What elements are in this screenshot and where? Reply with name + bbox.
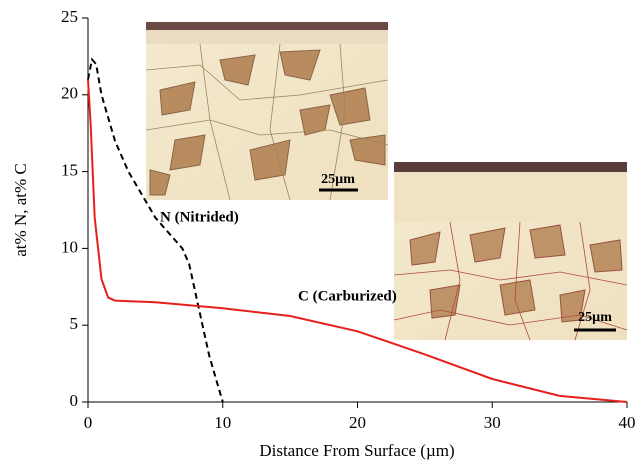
micrograph-nitrided: 25µm	[146, 22, 388, 200]
y-axis-label: at% N, at% C	[11, 163, 30, 256]
y-tick-label: 5	[70, 314, 79, 333]
micrograph-carburized: 25µm	[394, 162, 627, 340]
y-tick-label: 0	[70, 391, 79, 410]
annotation: C (Carburized)	[298, 288, 397, 304]
y-tick-label: 10	[61, 237, 78, 256]
x-tick-label: 40	[619, 413, 636, 432]
y-tick-label: 15	[61, 161, 78, 180]
page: 25µm 25µm Distance From Surface (µm) at%…	[0, 0, 641, 466]
y-tick-label: 25	[61, 7, 78, 26]
annotation: N (Nitrided)	[160, 209, 239, 225]
y-tick-label: 20	[61, 84, 78, 103]
x-axis-label: Distance From Surface (µm)	[259, 441, 454, 460]
x-tick-label: 30	[484, 413, 501, 432]
scale-label: 25µm	[578, 310, 612, 325]
x-tick-label: 10	[214, 413, 231, 432]
scale-label: 25µm	[321, 172, 355, 187]
x-tick-label: 20	[349, 413, 366, 432]
chart: 25µm 25µm Distance From Surface (µm) at%…	[0, 0, 641, 466]
x-tick-label: 0	[84, 413, 93, 432]
